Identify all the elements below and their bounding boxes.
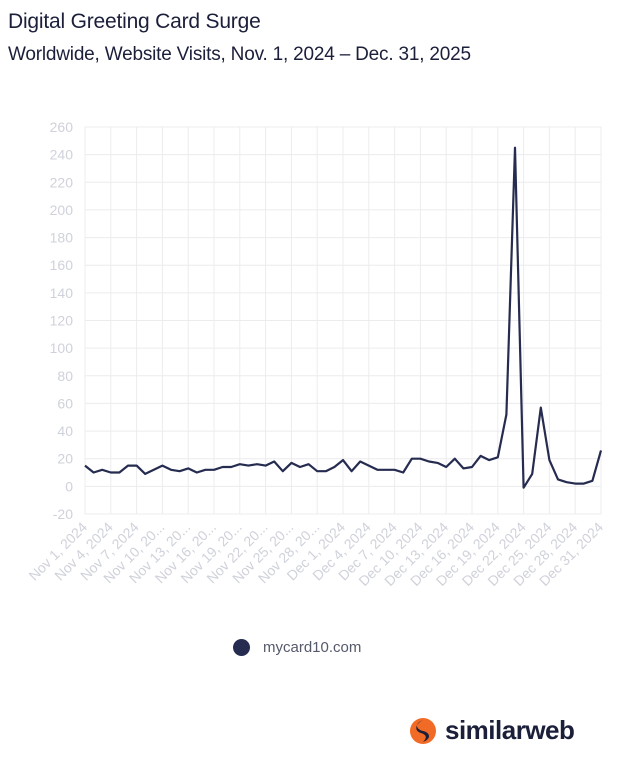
y-tick-label: -20	[53, 506, 73, 522]
y-tick-label: 60	[57, 395, 73, 411]
line-chart: -20020406080100120140160180200220240260 …	[25, 119, 606, 589]
y-tick-label: 200	[50, 202, 74, 218]
series-lines	[84, 146, 603, 489]
y-tick-label: 20	[57, 451, 73, 467]
y-tick-label: 140	[50, 285, 74, 301]
y-tick-label: 100	[50, 340, 74, 356]
chart-title: Digital Greeting Card Surge	[8, 10, 261, 33]
y-axis-ticks: -20 0 20 40 60 80 100 120 140 160 180 200 220 240 260	[50, 119, 74, 522]
y-tick-label: 220	[50, 174, 74, 190]
brand-name: similarweb	[445, 715, 575, 745]
y-tick-label: 0	[65, 478, 73, 494]
legend-swatch-icon	[233, 639, 250, 656]
legend-label: mycard10.com	[263, 639, 362, 656]
legend[interactable]: mycard10.com	[233, 639, 361, 656]
y-tick-label: 160	[50, 257, 74, 273]
y-tick-label: 240	[50, 147, 74, 163]
y-tick-label: 180	[50, 230, 74, 246]
grid-lines	[84, 126, 602, 515]
similarweb-logo-icon	[410, 717, 436, 744]
y-tick-label: 80	[57, 368, 73, 384]
brand: similarweb	[409, 715, 575, 746]
y-tick-label: 260	[50, 119, 74, 135]
series-line-0[interactable]	[84, 146, 603, 489]
y-tick-label: 40	[57, 423, 73, 439]
chart-subtitle: Worldwide, Website Visits, Nov. 1, 2024 …	[8, 44, 471, 65]
y-tick-label: 120	[50, 313, 74, 329]
